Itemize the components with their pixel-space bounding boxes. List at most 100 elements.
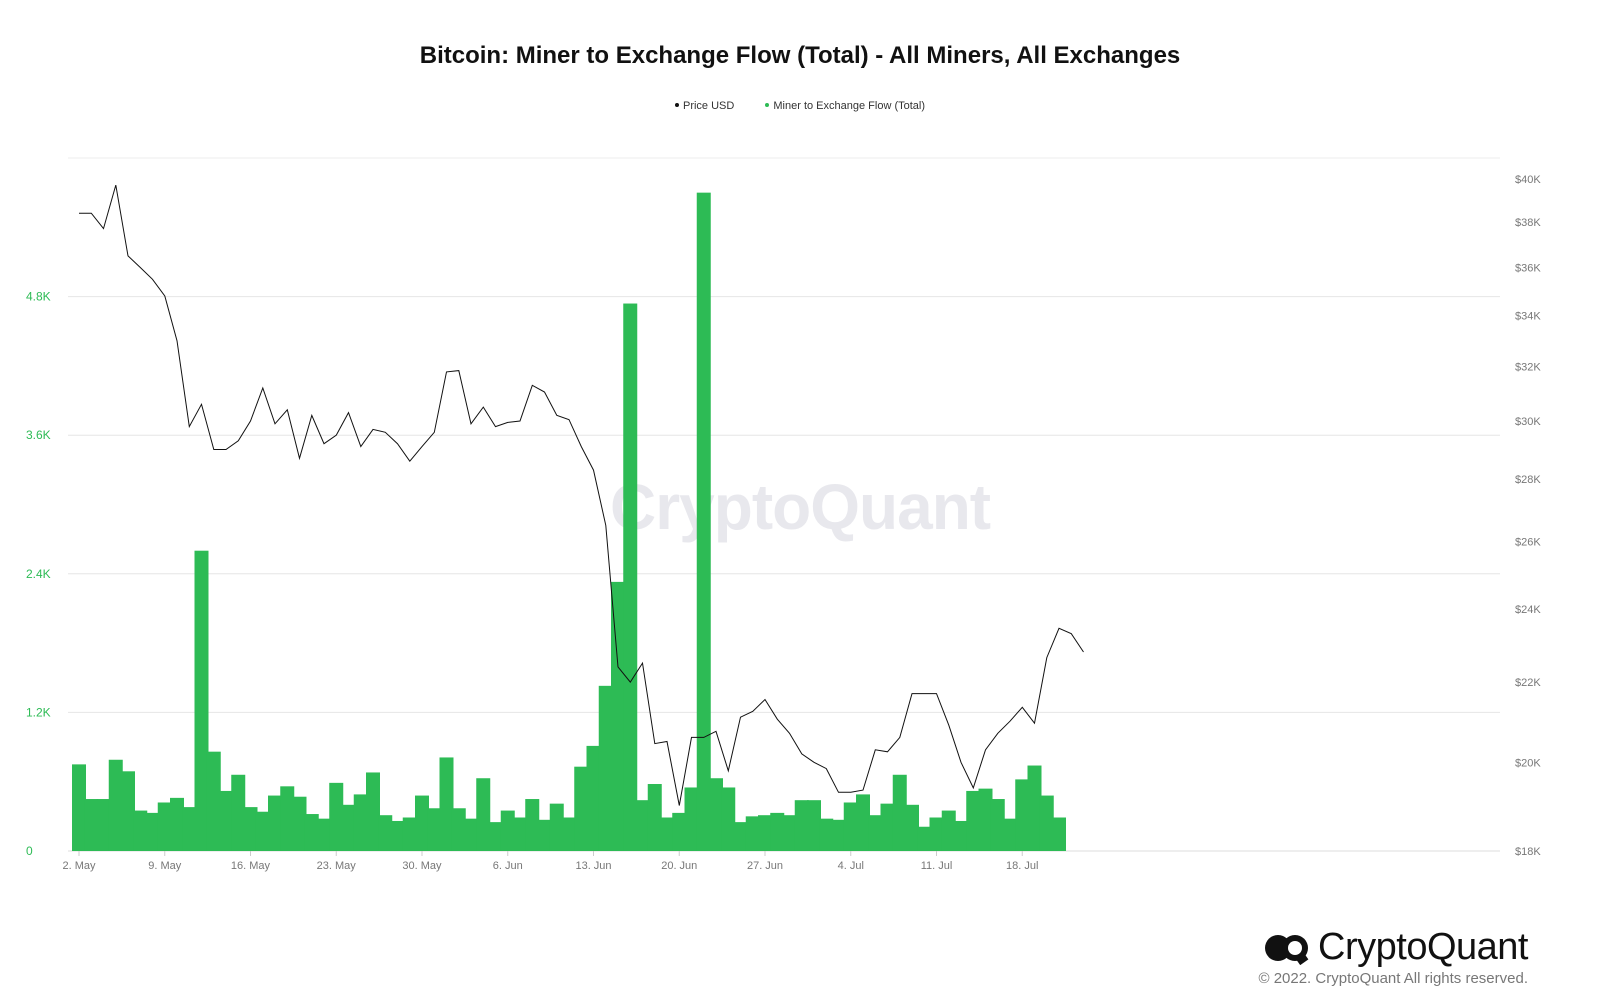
flow-bar [954, 820, 968, 851]
flow-bar [329, 782, 344, 851]
x-tick-label: 18. Jul [1006, 860, 1038, 872]
flow-bar [145, 812, 160, 851]
flow-bar [549, 803, 564, 851]
flow-bar [133, 810, 148, 851]
flow-bar [268, 795, 282, 851]
flow-bar [635, 800, 650, 851]
left-tick-label: 0 [26, 844, 33, 858]
flow-bar [121, 771, 135, 851]
flow-bar [476, 778, 491, 851]
flow-bar [611, 581, 625, 851]
flow-bar [439, 757, 454, 851]
right-tick-label: $26K [1515, 536, 1541, 548]
flow-bar [366, 772, 380, 851]
flow-bar [745, 816, 760, 851]
legend-label-price: Price USD [682, 100, 735, 112]
flow-bar [941, 810, 956, 851]
chart-title: Bitcoin: Miner to Exchange Flow (Total) … [419, 42, 1181, 69]
flow-bar [1015, 779, 1030, 851]
flow-bar [758, 815, 772, 851]
flow-bar [341, 804, 356, 851]
flow-bar [892, 774, 907, 851]
flow-bar [427, 808, 442, 851]
flow-bar [378, 815, 393, 851]
chart-legend: Price USD Miner to Exchange Flow (Total) [0, 100, 1600, 112]
flow-bar [525, 799, 540, 851]
flow-bar [672, 812, 687, 851]
legend-item-price[interactable]: Price USD [674, 100, 735, 112]
right-tick-label: $28K [1515, 474, 1541, 486]
brand-name: CryptoQuant [1318, 926, 1528, 968]
flow-bar [182, 807, 197, 851]
x-tick-label: 27. Jun [747, 860, 783, 872]
flow-bar [586, 745, 601, 851]
legend-dot-flow [765, 103, 770, 108]
flow-bar [880, 803, 895, 851]
flow-bar [500, 810, 515, 851]
legend-label-flow: Miner to Exchange Flow (Total) [773, 100, 926, 112]
flow-bar [108, 759, 123, 851]
flow-bar [537, 819, 552, 851]
flow-bar [917, 826, 932, 851]
flow-bar [647, 784, 662, 851]
flow-bar [843, 802, 858, 851]
grid-lines [68, 157, 1500, 852]
flow-bar [819, 818, 834, 851]
left-tick-label: 4.8K [26, 290, 51, 304]
flow-bar [978, 788, 993, 851]
flow-bar [721, 787, 736, 851]
flow-bar [231, 774, 246, 851]
flow-bar [782, 815, 797, 851]
watermark: CryptoQuant [610, 471, 991, 543]
x-tick-label: 16. May [231, 860, 271, 872]
flow-bar [1003, 818, 1017, 851]
flow-bar [402, 817, 417, 851]
legend-dot-price [674, 103, 679, 108]
flow-bar [696, 192, 711, 851]
flow-bar [513, 817, 527, 851]
x-tick-label: 30. May [402, 860, 442, 872]
flow-bar [684, 787, 699, 851]
x-tick-label: 23. May [317, 860, 357, 872]
left-tick-label: 1.2K [26, 705, 51, 719]
flow-bar [96, 799, 111, 851]
legend-item-flow[interactable]: Miner to Exchange Flow (Total) [765, 100, 925, 112]
brand: CryptoQuant [1264, 926, 1528, 969]
flow-bar [415, 795, 429, 851]
x-tick-label: 6. Jun [493, 860, 523, 872]
right-tick-label: $22K [1515, 677, 1541, 689]
flow-bar [905, 804, 919, 851]
x-tick-label: 13. Jun [575, 860, 611, 872]
flow-bar [623, 303, 638, 851]
flow-bar [194, 550, 209, 851]
x-tick-label: 20. Jun [661, 860, 697, 872]
right-tick-label: $24K [1515, 604, 1541, 616]
flow-bar [660, 817, 674, 851]
flow-bar [929, 817, 944, 851]
cryptoquant-logo-icon [1265, 934, 1309, 965]
flow-bar [868, 815, 883, 851]
right-tick-label: $38K [1515, 217, 1541, 229]
flow-bar [966, 790, 981, 851]
flow-bar [574, 766, 589, 851]
flow-bar [280, 786, 295, 851]
flow-bar [157, 802, 172, 851]
flow-bar [990, 799, 1005, 851]
right-tick-label: $40K [1515, 174, 1541, 186]
right-tick-label: $32K [1515, 362, 1541, 374]
right-tick-label: $18K [1515, 846, 1541, 858]
flow-bar [709, 778, 723, 851]
left-tick-label: 3.6K [26, 428, 51, 442]
axis-ticks: 0 1.2K 2.4K 3.6K 4.8K $18K $20K $22K $24K $26K $28… [26, 174, 1541, 872]
price-line[interactable] [79, 184, 1084, 806]
flow-bar [1052, 817, 1066, 851]
flow-bar [170, 797, 184, 851]
copyright: © 2022. CryptoQuant All rights reserved. [1258, 970, 1528, 987]
flow-bar [856, 794, 870, 851]
flow-bar [84, 799, 99, 851]
x-tick-label: 2. May [62, 860, 96, 872]
left-tick-label: 2.4K [26, 567, 51, 581]
flow-bars [72, 192, 1066, 851]
flow-bar [488, 822, 503, 851]
